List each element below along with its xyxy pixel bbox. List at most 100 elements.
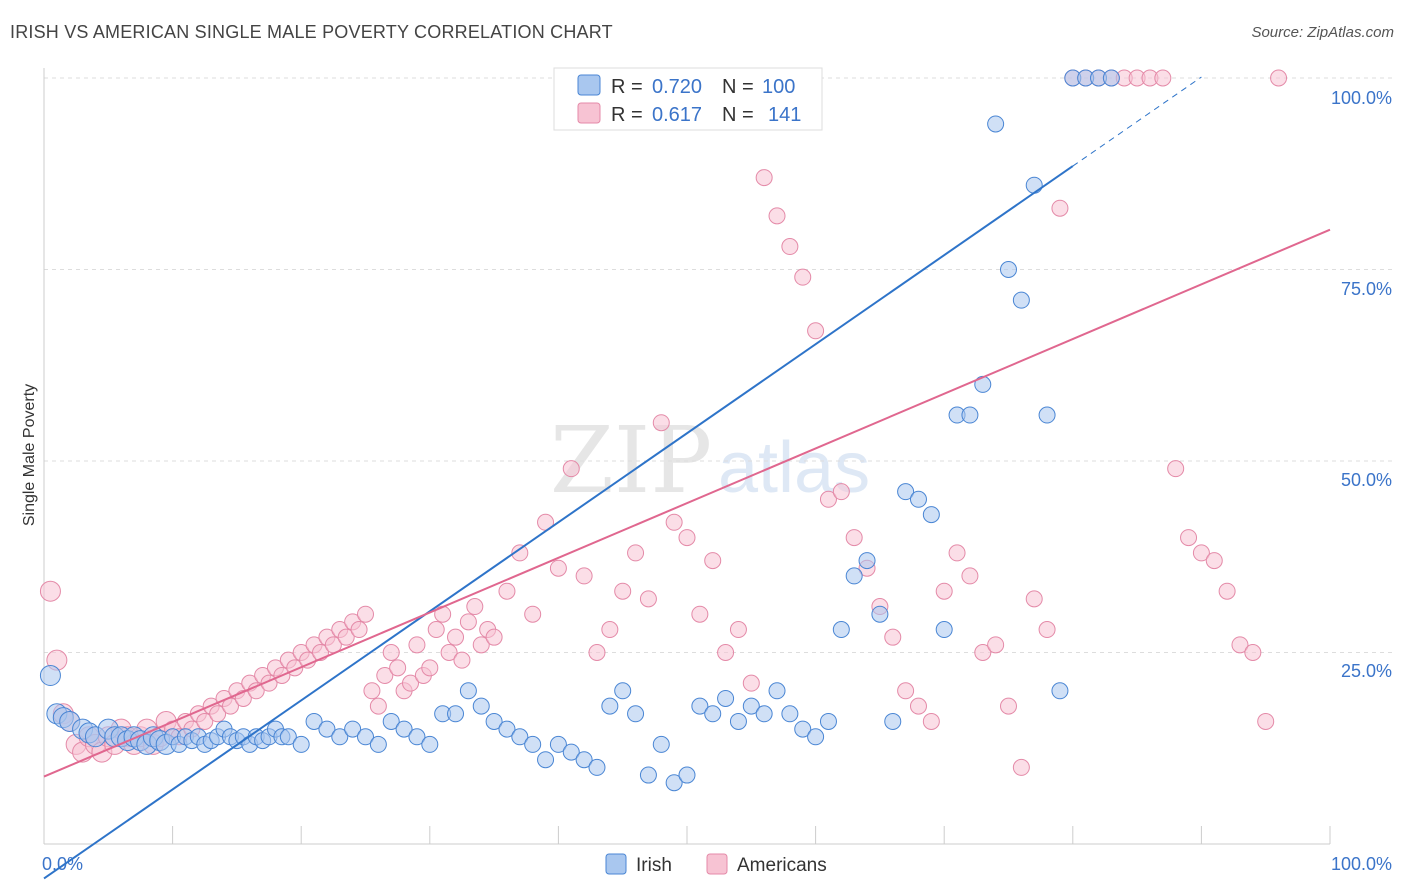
irish-point bbox=[318, 720, 336, 738]
american-point bbox=[1192, 544, 1210, 562]
irish-r-value: 0.720 bbox=[652, 76, 702, 98]
american-point bbox=[781, 238, 799, 256]
american-point bbox=[884, 628, 902, 646]
irish-point bbox=[1012, 291, 1030, 309]
irish-point bbox=[935, 621, 953, 639]
irish-point bbox=[447, 705, 465, 723]
american-point bbox=[729, 621, 747, 639]
irish-point bbox=[305, 712, 323, 730]
irish-point bbox=[472, 697, 490, 715]
irish-point bbox=[331, 728, 349, 746]
irish-point bbox=[832, 621, 850, 639]
irish-point bbox=[292, 735, 310, 753]
irish-point bbox=[729, 712, 747, 730]
american-point bbox=[350, 621, 368, 639]
american-point bbox=[832, 483, 850, 501]
irish-point bbox=[382, 712, 400, 730]
legend-irish-label: Irish bbox=[636, 855, 672, 876]
american-point bbox=[755, 169, 773, 187]
american-point bbox=[652, 414, 670, 432]
irish-point bbox=[344, 720, 362, 738]
x-tick-label-max: 100.0% bbox=[1331, 854, 1392, 874]
american-point bbox=[1167, 460, 1185, 478]
american-n-label: N = bbox=[722, 104, 754, 126]
american-point bbox=[691, 605, 709, 623]
irish-point bbox=[485, 712, 503, 730]
american-point bbox=[363, 682, 381, 700]
data-points bbox=[39, 69, 1288, 792]
irish-point bbox=[897, 483, 915, 501]
legend-americans-label: Americans bbox=[737, 855, 827, 876]
american-point bbox=[549, 559, 567, 577]
american-point bbox=[1025, 590, 1043, 608]
american-point bbox=[717, 644, 735, 661]
irish-point bbox=[794, 720, 812, 738]
irish-swatch bbox=[577, 74, 601, 96]
american-point bbox=[922, 712, 940, 730]
irish-point bbox=[755, 705, 773, 723]
irish-trend-extension bbox=[1072, 76, 1202, 167]
american-point bbox=[376, 666, 394, 684]
irish-point bbox=[588, 758, 606, 776]
american-point bbox=[588, 644, 606, 661]
irish-point bbox=[871, 605, 889, 623]
irish-point bbox=[858, 552, 876, 570]
american-trend-line bbox=[43, 228, 1331, 778]
american-point bbox=[196, 712, 214, 730]
irish-point bbox=[665, 774, 683, 792]
stats-legend: R = 0.720 N = 100 R = 0.617 N = 141 bbox=[553, 67, 823, 131]
american-point bbox=[447, 628, 465, 646]
american-point bbox=[562, 460, 580, 478]
american-point bbox=[665, 513, 683, 531]
irish-n-label: N = bbox=[722, 76, 754, 98]
x-tick-label-min: 0.0% bbox=[42, 854, 83, 874]
irish-point bbox=[408, 728, 426, 746]
american-point bbox=[402, 674, 420, 692]
american-point bbox=[768, 207, 786, 225]
american-point bbox=[1270, 69, 1288, 87]
y-tick-label: 25.0% bbox=[1341, 661, 1392, 681]
irish-point bbox=[537, 751, 555, 769]
irish-point bbox=[639, 766, 657, 784]
irish-point bbox=[909, 490, 927, 508]
american-point bbox=[704, 552, 722, 570]
american-r-value: 0.617 bbox=[652, 104, 702, 126]
irish-point bbox=[601, 697, 619, 715]
irish-point bbox=[1051, 682, 1069, 700]
american-point bbox=[466, 598, 484, 616]
irish-point bbox=[691, 697, 709, 715]
irish-point bbox=[511, 728, 529, 746]
irish-point bbox=[987, 115, 1005, 133]
american-point bbox=[742, 674, 760, 692]
irish-point bbox=[562, 743, 580, 761]
american-point bbox=[935, 582, 953, 600]
american-r-label: R = bbox=[611, 104, 643, 126]
irish-point bbox=[845, 567, 863, 585]
irish-point bbox=[819, 712, 837, 730]
american-point bbox=[948, 544, 966, 562]
irish-point bbox=[884, 712, 902, 730]
american-point bbox=[1038, 621, 1056, 639]
irish-point bbox=[39, 664, 61, 686]
american-point bbox=[678, 529, 696, 547]
american-point bbox=[389, 659, 407, 677]
american-point bbox=[627, 544, 645, 562]
irish-point bbox=[1000, 261, 1017, 278]
irish-point bbox=[678, 766, 696, 784]
irish-point bbox=[627, 705, 645, 723]
irish-point bbox=[922, 506, 940, 524]
irish-point bbox=[961, 406, 979, 424]
american-point bbox=[639, 590, 657, 608]
american-point bbox=[421, 659, 439, 677]
american-point bbox=[845, 529, 863, 547]
american-point bbox=[498, 582, 516, 600]
american-point bbox=[1180, 529, 1198, 547]
american-point bbox=[1244, 644, 1262, 661]
irish-point bbox=[781, 705, 799, 723]
irish-point bbox=[575, 751, 593, 769]
american-point bbox=[1257, 712, 1275, 730]
irish-point bbox=[717, 689, 735, 707]
irish-trend-line bbox=[43, 165, 1074, 880]
american-point bbox=[1012, 758, 1030, 776]
irish-point bbox=[498, 720, 516, 738]
